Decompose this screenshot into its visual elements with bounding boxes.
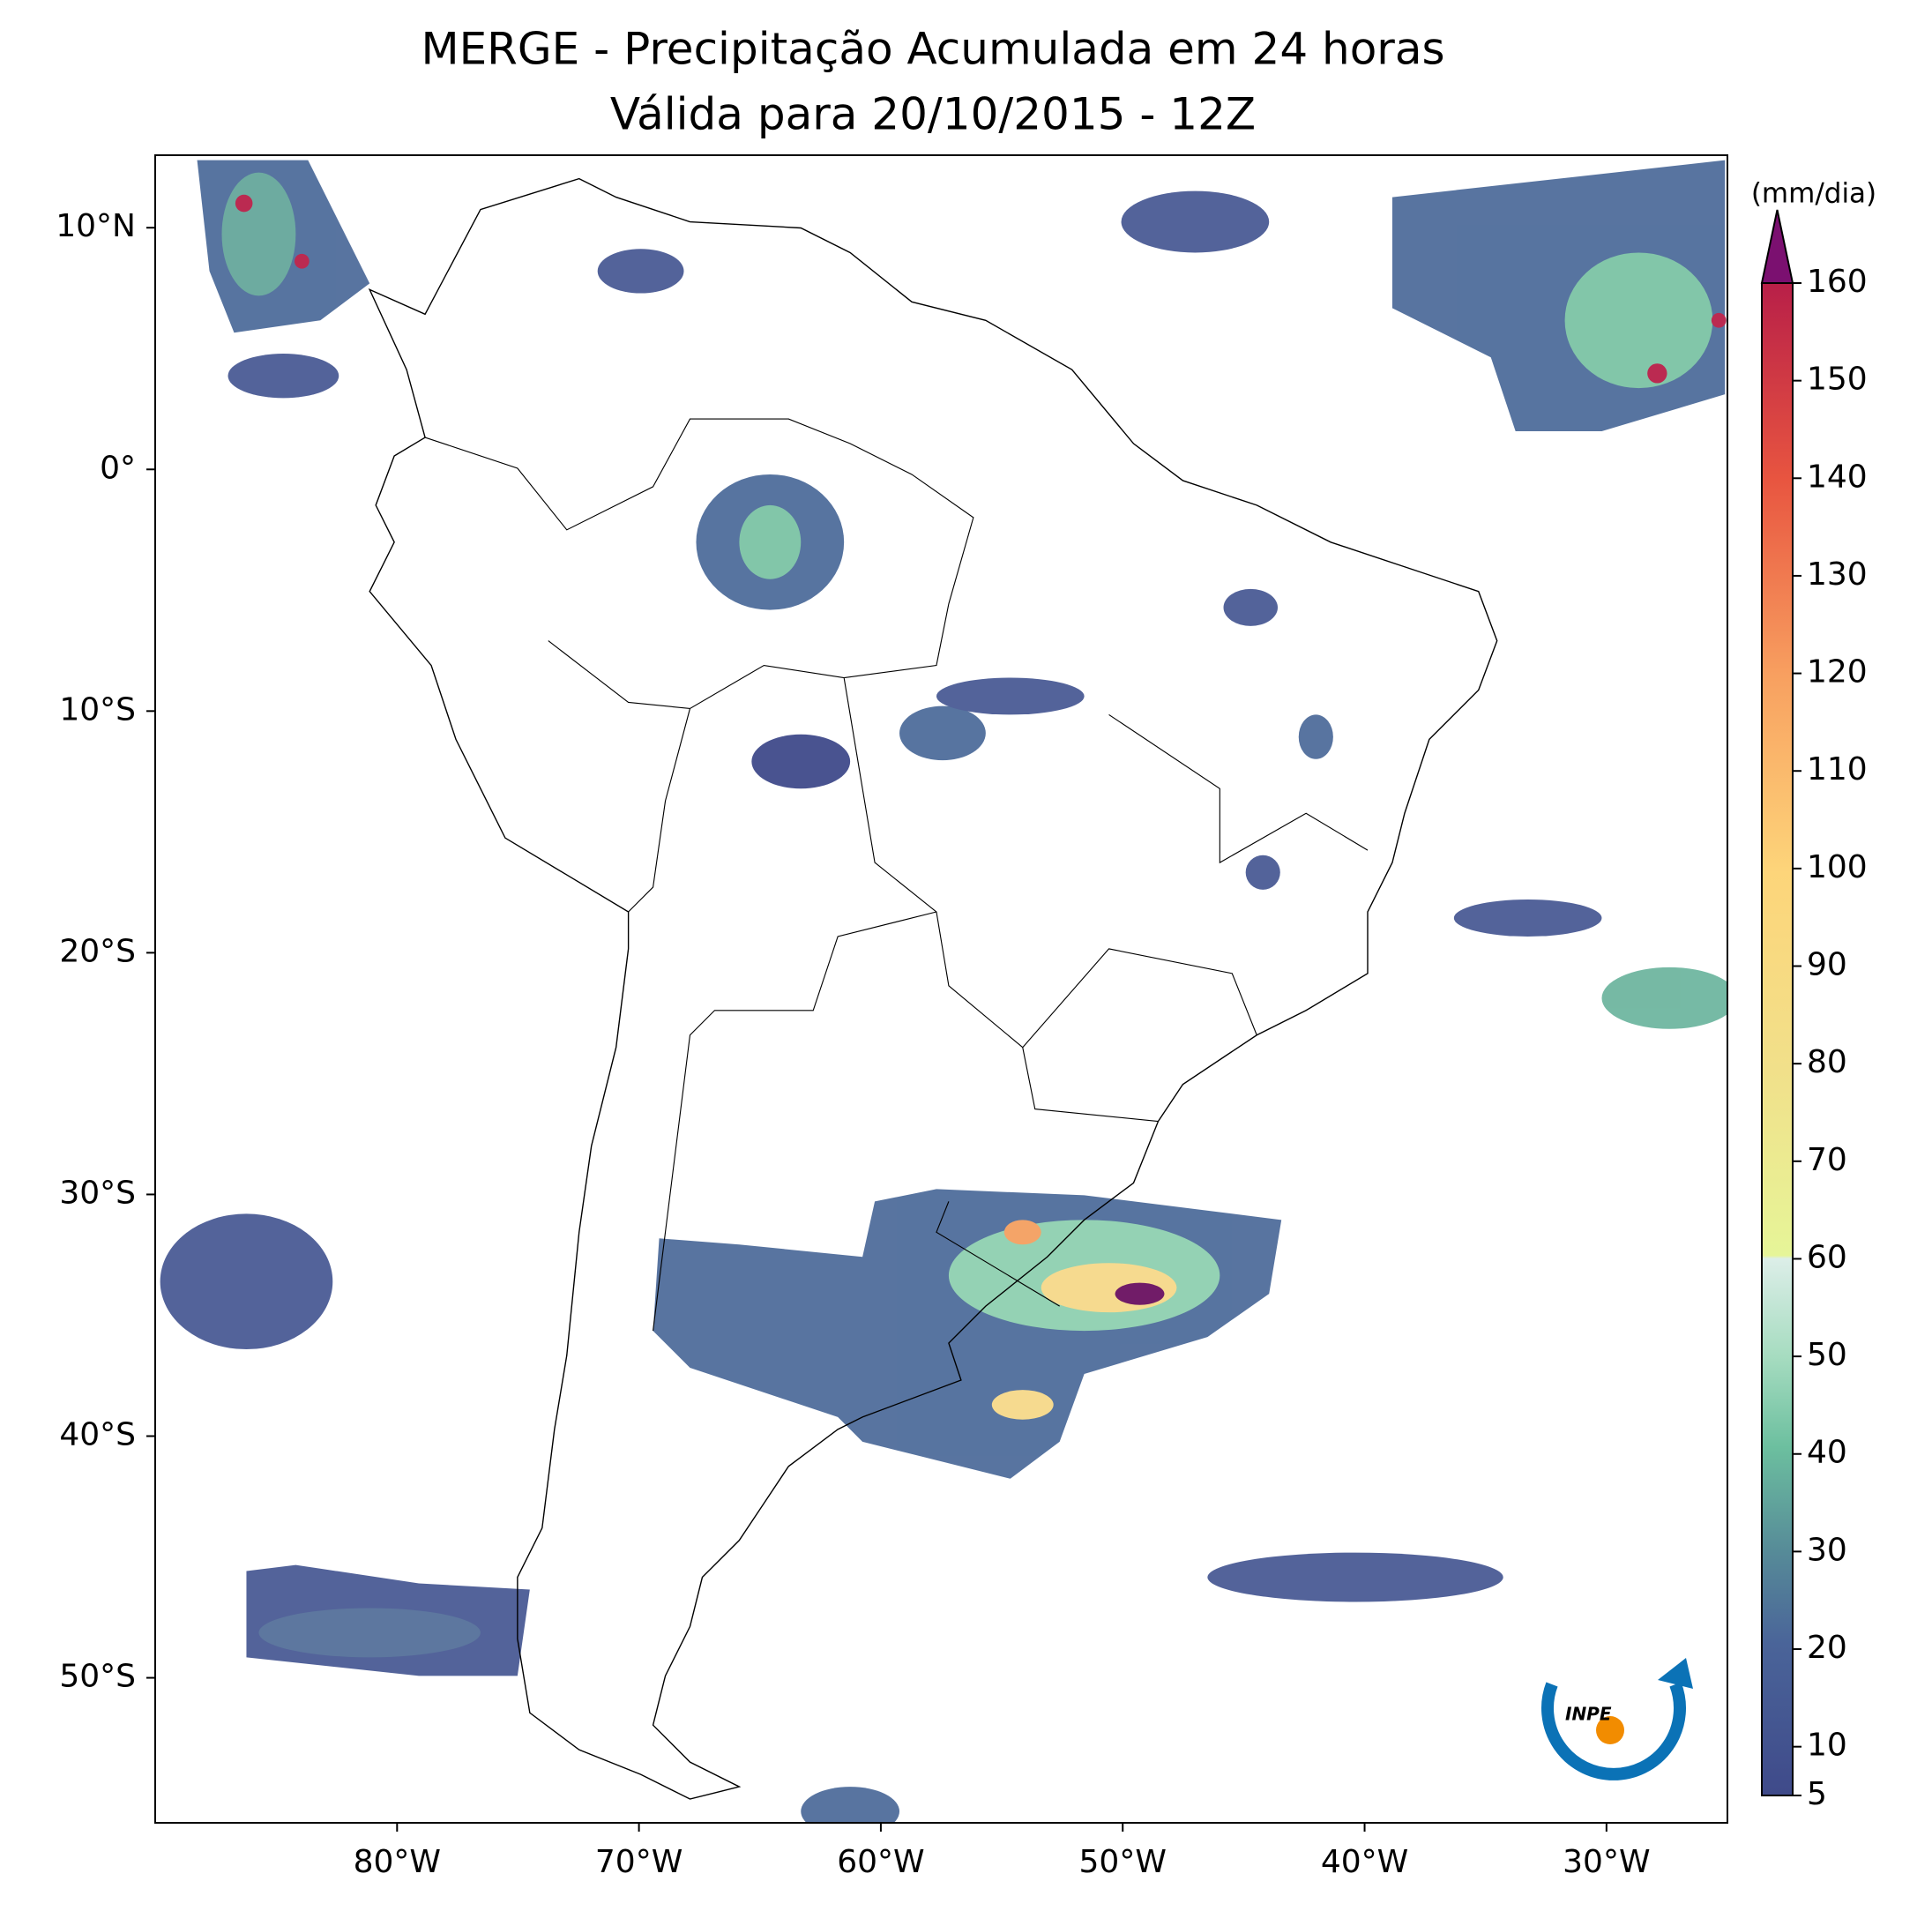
- colorbar-tick-label: 5: [1807, 1776, 1827, 1812]
- colorbar-tick-label: 40: [1807, 1435, 1847, 1471]
- y-tick-label: 30°S: [59, 1175, 136, 1211]
- colorbar-tick-label: 110: [1807, 751, 1868, 788]
- x-tick-label: 40°W: [1321, 1844, 1408, 1880]
- logo-text: INPE: [1565, 1704, 1612, 1725]
- x-tick-label: 60°W: [837, 1844, 924, 1880]
- colorbar-tick-label: 120: [1807, 654, 1868, 690]
- y-tick-label: 50°S: [59, 1659, 136, 1695]
- colorbar-tick-label: 20: [1807, 1630, 1847, 1666]
- colorbar-tick-label: 140: [1807, 459, 1868, 495]
- colorbar-tick-label: 100: [1807, 849, 1868, 885]
- map-area: [160, 160, 1728, 1823]
- colorbar-tick-label: 130: [1807, 556, 1868, 593]
- colorbar-tick-label: 30: [1807, 1532, 1847, 1568]
- colorbar-tick-label: 150: [1807, 362, 1868, 398]
- y-tick-label: 40°S: [59, 1417, 136, 1453]
- x-tick-label: 30°W: [1563, 1844, 1650, 1880]
- precip-areas: [160, 160, 1728, 1823]
- colorbar-tick-label: 10: [1807, 1728, 1847, 1764]
- colorbar-tick-label: 90: [1807, 947, 1847, 983]
- colorbar-tick-label: 50: [1807, 1337, 1847, 1373]
- title-line: MERGE - Precipitação Acumulada em 24 hor…: [421, 24, 1444, 75]
- colorbar: [1761, 282, 1794, 1796]
- y-tick-label: 10°N: [56, 208, 136, 244]
- borders: [424, 418, 1369, 1332]
- colorbar-tick-label: 80: [1807, 1044, 1847, 1080]
- title-line: Válida para 20/10/2015 - 12Z: [610, 89, 1256, 140]
- colorbar-tick-label: 160: [1807, 264, 1868, 300]
- x-tick-label: 80°W: [354, 1844, 441, 1880]
- colorbar-extend: [1760, 209, 1794, 284]
- y-tick-label: 0°: [100, 450, 136, 486]
- coastline: [368, 177, 1498, 1800]
- y-tick-label: 20°S: [59, 933, 136, 969]
- map-frame: [154, 154, 1728, 1824]
- colorbar-label: (mm/dia): [1751, 178, 1876, 210]
- logo: INPE: [1541, 1658, 1693, 1780]
- colorbar-tick-label: 70: [1807, 1142, 1847, 1178]
- x-tick-label: 50°W: [1079, 1844, 1167, 1880]
- x-tick-label: 70°W: [595, 1844, 683, 1880]
- y-tick-label: 10°S: [59, 691, 136, 728]
- colorbar-tick-label: 60: [1807, 1239, 1847, 1275]
